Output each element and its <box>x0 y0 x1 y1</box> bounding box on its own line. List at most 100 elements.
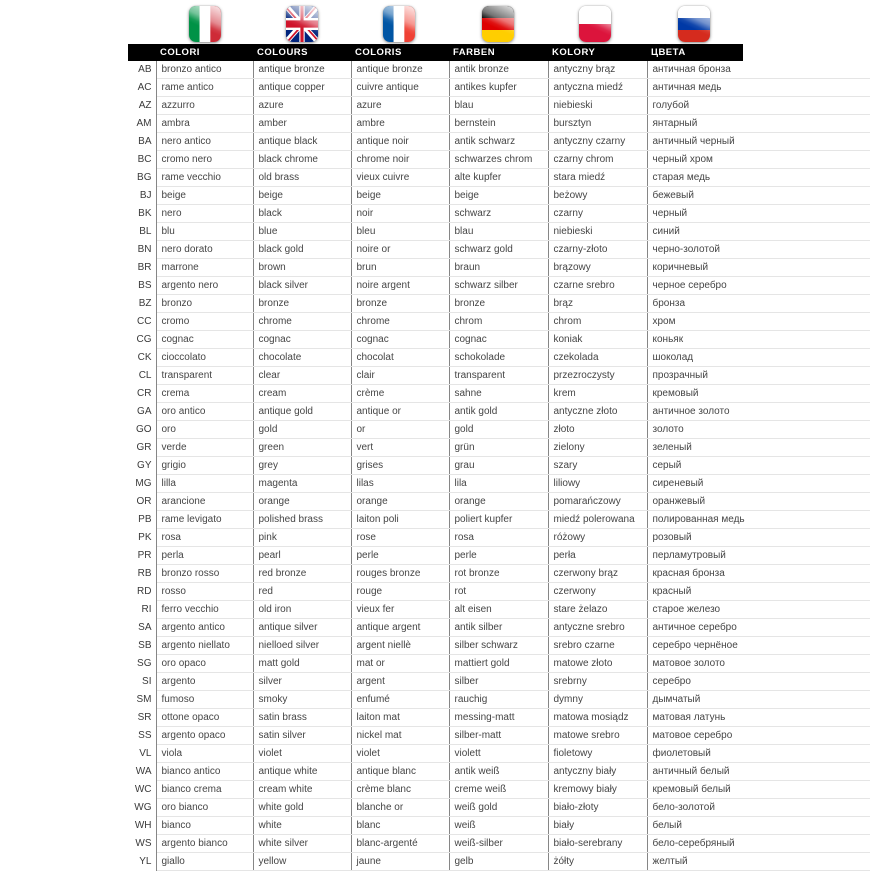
color-name-cell-ru: черное серебро <box>647 276 870 295</box>
color-name-cell-ru: античная бронза <box>647 61 870 79</box>
color-code-cell: YL <box>133 852 157 871</box>
color-name-cell-pl: brąz <box>548 294 648 313</box>
color-name-cell-en: white silver <box>253 834 352 853</box>
color-code-cell: BL <box>133 222 157 241</box>
color-name-cell-it: oro bianco <box>156 798 254 817</box>
color-name-cell-it: rame levigato <box>156 510 254 529</box>
color-name-cell-fr: brun <box>351 258 450 277</box>
table-row: AZ azzurro azure azure blau niebieski голубой <box>133 96 870 115</box>
color-name-cell-de: antik schwarz <box>449 132 549 151</box>
color-code-cell: BS <box>133 276 157 295</box>
color-name-cell-ru: шоколад <box>647 348 870 367</box>
color-name-cell-de: poliert kupfer <box>449 510 549 529</box>
color-name-cell-pl: przezroczysty <box>548 366 648 385</box>
color-code-cell: AZ <box>133 96 157 115</box>
color-name-cell-ru: розовый <box>647 528 870 547</box>
color-name-cell-de: weiß-silber <box>449 834 549 853</box>
color-name-cell-de: orange <box>449 492 549 511</box>
color-name-cell-fr: crème blanc <box>351 780 450 799</box>
color-name-cell-pl: stara miedź <box>548 168 648 187</box>
color-name-cell-pl: matowe srebro <box>548 726 648 745</box>
poland-flag-icon <box>579 6 611 42</box>
color-name-cell-en: polished brass <box>253 510 352 529</box>
table-row: WA bianco antico antique white antique blan… <box>133 762 870 781</box>
color-code-cell: SS <box>133 726 157 745</box>
russia-flag-icon <box>678 6 710 42</box>
color-name-cell-fr: or <box>351 420 450 439</box>
color-name-cell-de: silber <box>449 672 549 691</box>
color-name-cell-fr: blanc <box>351 816 450 835</box>
color-name-cell-it: grigio <box>156 456 254 475</box>
color-name-cell-pl: antyczne srebro <box>548 618 648 637</box>
color-code-cell: BA <box>133 132 157 151</box>
france-flag-icon <box>383 6 415 42</box>
color-name-cell-it: marrone <box>156 258 254 277</box>
color-name-cell-pl: koniak <box>548 330 648 349</box>
color-name-cell-ru: красная бронза <box>647 564 870 583</box>
color-name-cell-ru: серебро чернёное <box>647 636 870 655</box>
color-name-cell-en: bronze <box>253 294 352 313</box>
color-name-cell-fr: cognac <box>351 330 450 349</box>
color-name-cell-pl: kremowy biały <box>548 780 648 799</box>
color-name-cell-en: brown <box>253 258 352 277</box>
color-name-cell-de: rot bronze <box>449 564 549 583</box>
color-name-cell-en: antique silver <box>253 618 352 637</box>
color-name-cell-it: lilla <box>156 474 254 493</box>
color-code-cell: RI <box>133 600 157 619</box>
color-name-cell-fr: rose <box>351 528 450 547</box>
color-name-cell-it: arancione <box>156 492 254 511</box>
color-name-cell-it: perla <box>156 546 254 565</box>
table-row: WS argento bianco white silver blanc-argent… <box>133 834 870 853</box>
color-code-cell: GO <box>133 420 157 439</box>
color-name-cell-ru: серебро <box>647 672 870 691</box>
table-row: MG lilla magenta lilas lila liliowy сиреневый <box>133 474 870 493</box>
color-name-cell-en: silver <box>253 672 352 691</box>
color-name-cell-pl: antyczny biały <box>548 762 648 781</box>
color-code-cell: SR <box>133 708 157 727</box>
color-name-cell-it: bianco crema <box>156 780 254 799</box>
color-code-cell: CL <box>133 366 157 385</box>
color-name-cell-en: antique black <box>253 132 352 151</box>
color-name-cell-en: beige <box>253 186 352 205</box>
color-code-cell: BG <box>133 168 157 187</box>
color-name-cell-it: bianco <box>156 816 254 835</box>
color-name-cell-de: rosa <box>449 528 549 547</box>
color-name-cell-fr: azure <box>351 96 450 115</box>
table-row: CC cromo chrome chrome chrom chrom хром <box>133 312 870 331</box>
color-name-cell-en: red bronze <box>253 564 352 583</box>
color-name-cell-en: old brass <box>253 168 352 187</box>
color-name-cell-ru: античная медь <box>647 78 870 97</box>
table-row: BZ bronzo bronze bronze bronze brąz бронза <box>133 294 870 313</box>
color-name-cell-de: bernstein <box>449 114 549 133</box>
table-row: OR arancione orange orange orange pomarańczow… <box>133 492 870 511</box>
table-row: WG oro bianco white gold blanche or weiß gol… <box>133 798 870 817</box>
color-name-cell-en: violet <box>253 744 352 763</box>
color-name-cell-ru: зеленый <box>647 438 870 457</box>
color-name-cell-fr: vert <box>351 438 450 457</box>
color-code-cell: WG <box>133 798 157 817</box>
color-name-cell-ru: бело-серебряный <box>647 834 870 853</box>
color-name-cell-en: antique white <box>253 762 352 781</box>
table-row: SS argento opaco satin silver nickel mat sil… <box>133 726 870 745</box>
color-code-cell: CK <box>133 348 157 367</box>
color-table-container: AB bronzo antico antique bronze antique bro… <box>133 61 870 871</box>
color-name-cell-fr: mat or <box>351 654 450 673</box>
color-name-cell-pl: złoto <box>548 420 648 439</box>
color-name-cell-fr: enfumé <box>351 690 450 709</box>
color-name-cell-pl: beżowy <box>548 186 648 205</box>
color-name-cell-fr: laiton poli <box>351 510 450 529</box>
color-name-cell-it: argento antico <box>156 618 254 637</box>
color-name-cell-ru: дымчатый <box>647 690 870 709</box>
color-name-cell-fr: blanche or <box>351 798 450 817</box>
color-code-cell: BJ <box>133 186 157 205</box>
color-name-cell-de: gelb <box>449 852 549 871</box>
table-row: GO oro gold or gold złoto золото <box>133 420 870 439</box>
table-row: SM fumoso smoky enfumé rauchig dymny дымчатый <box>133 690 870 709</box>
color-name-cell-de: cognac <box>449 330 549 349</box>
color-name-cell-it: nero <box>156 204 254 223</box>
color-name-cell-ru: синий <box>647 222 870 241</box>
column-header-coloris: COLORIS <box>355 47 402 58</box>
color-name-cell-fr: noire or <box>351 240 450 259</box>
color-code-cell: CG <box>133 330 157 349</box>
color-name-cell-pl: biały <box>548 816 648 835</box>
